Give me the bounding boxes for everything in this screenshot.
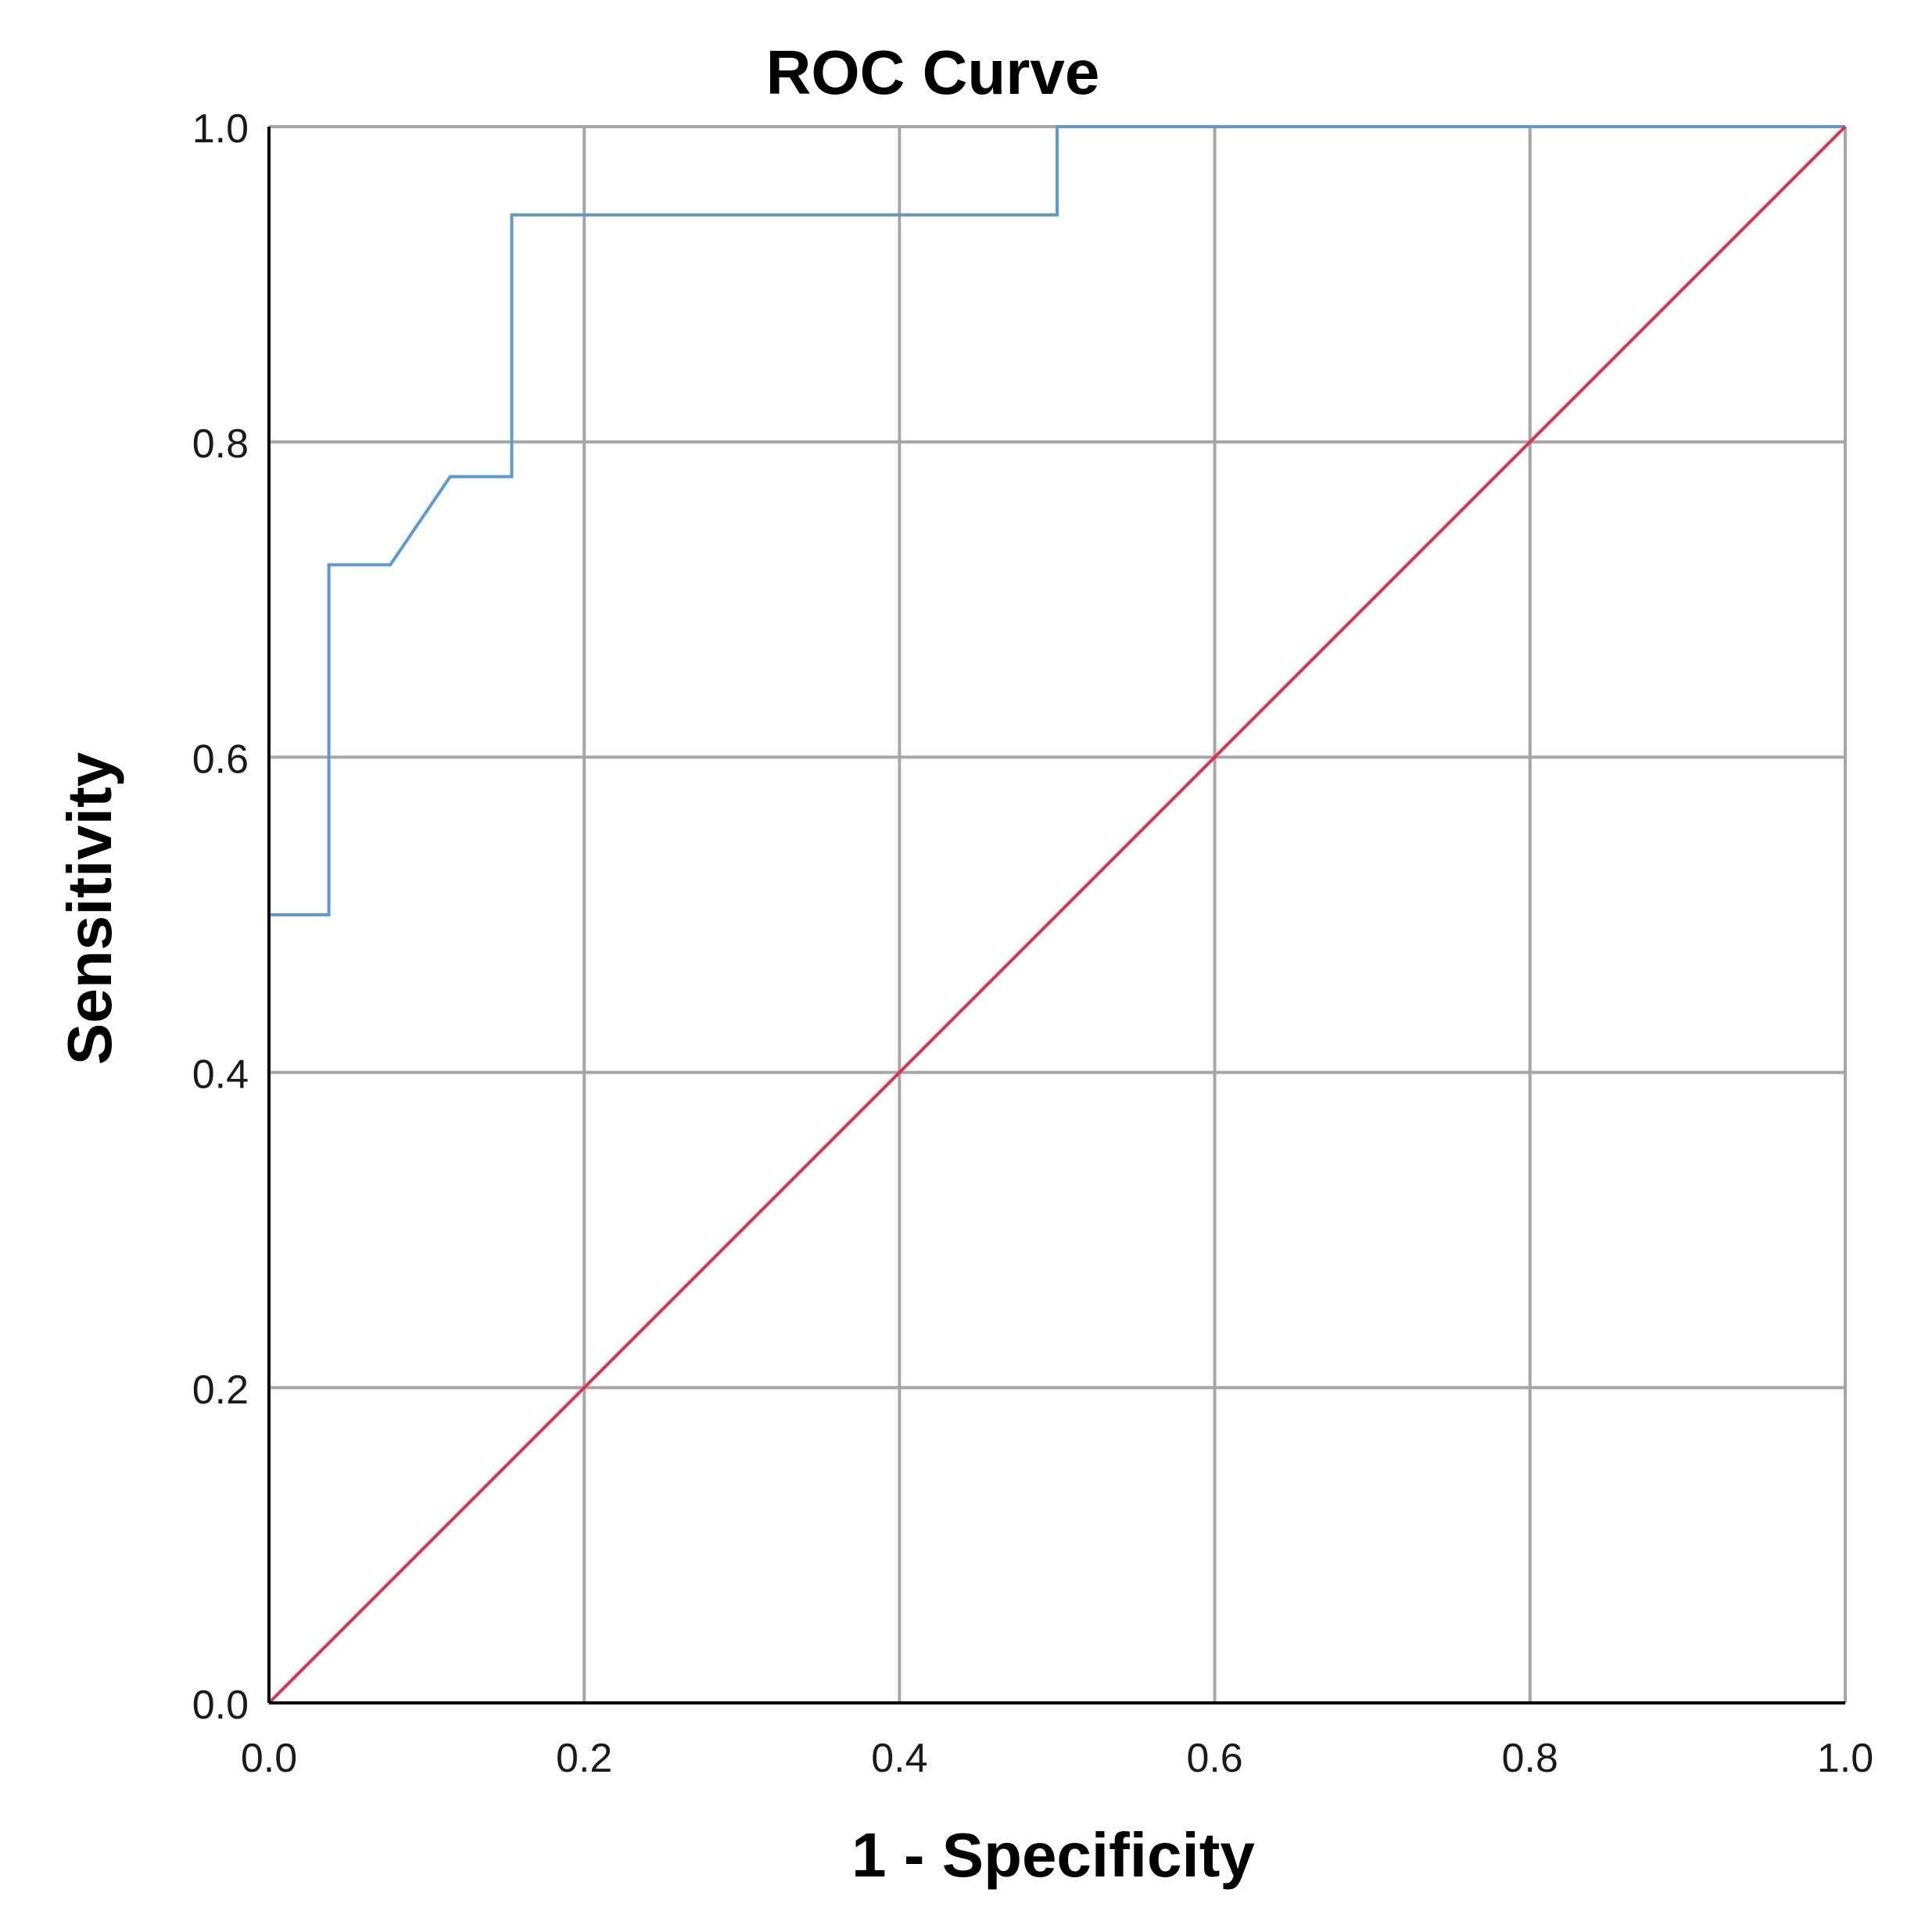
x-axis-title: 1 - Specificity bbox=[851, 1820, 1255, 1890]
roc-curve-line bbox=[267, 125, 1845, 1703]
series-lines bbox=[267, 125, 1847, 1704]
y-tick-label: 0.2 bbox=[192, 1367, 249, 1413]
x-tick-label: 0.6 bbox=[1186, 1736, 1242, 1781]
y-tick-label: 0.4 bbox=[192, 1052, 249, 1098]
axes bbox=[267, 127, 1845, 1704]
x-tick-label: 0.2 bbox=[556, 1736, 612, 1781]
x-tick-label: 1.0 bbox=[1817, 1736, 1873, 1781]
x-tick-label: 0.0 bbox=[241, 1736, 297, 1781]
chart-title: ROC Curve bbox=[766, 38, 1100, 107]
x-tick-label: 0.8 bbox=[1502, 1736, 1558, 1781]
y-tick-label: 0.0 bbox=[192, 1683, 249, 1728]
y-tick-labels: 0.0 0.2 0.4 0.6 0.8 1.0 bbox=[192, 106, 249, 1728]
y-tick-label: 0.8 bbox=[192, 421, 249, 467]
reference-diagonal-line bbox=[267, 125, 1847, 1704]
x-tick-label: 0.4 bbox=[871, 1736, 927, 1781]
y-tick-label: 1.0 bbox=[192, 106, 249, 152]
grid-lines bbox=[267, 125, 1847, 1704]
y-axis-title: Sensitivity bbox=[55, 751, 124, 1065]
x-tick-labels: 0.0 0.2 0.4 0.6 0.8 1.0 bbox=[241, 1736, 1873, 1781]
y-tick-label: 0.6 bbox=[192, 737, 249, 782]
